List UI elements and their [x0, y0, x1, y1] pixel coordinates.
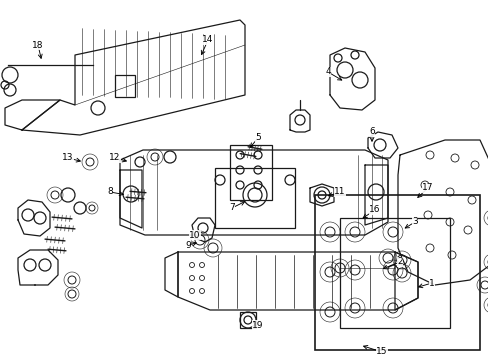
Text: 12: 12 [109, 153, 121, 162]
Text: 1: 1 [428, 279, 434, 288]
Text: 16: 16 [368, 206, 380, 215]
Bar [240, 312, 256, 328]
Text: 2: 2 [396, 257, 402, 266]
Text: 5: 5 [255, 134, 260, 143]
Bar [314, 195, 479, 350]
Text: 10: 10 [189, 230, 201, 239]
Text: 8: 8 [107, 188, 113, 197]
Bar [229, 145, 271, 200]
Bar [215, 168, 294, 228]
Text: 18: 18 [32, 40, 43, 49]
Text: 3: 3 [411, 217, 417, 226]
Text: 14: 14 [202, 36, 213, 45]
Text: 11: 11 [334, 188, 345, 197]
Text: 9: 9 [185, 240, 190, 249]
Text: 6: 6 [368, 127, 374, 136]
Text: 15: 15 [375, 347, 387, 356]
Text: 17: 17 [421, 184, 433, 193]
Text: 13: 13 [62, 153, 74, 162]
Text: 7: 7 [229, 203, 234, 212]
Bar [339, 218, 449, 328]
Text: 4: 4 [325, 68, 330, 77]
Text: 19: 19 [252, 320, 263, 329]
Bar [115, 75, 135, 97]
